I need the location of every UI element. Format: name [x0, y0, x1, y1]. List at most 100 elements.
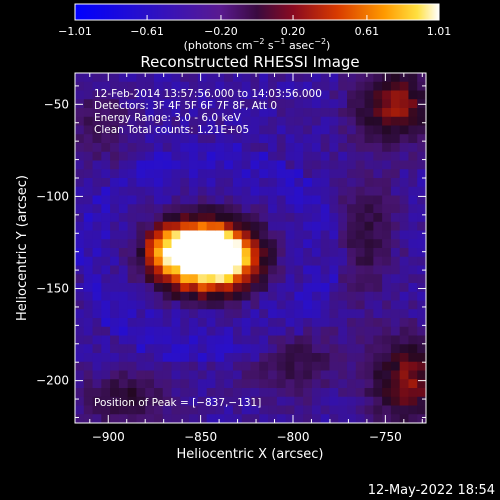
heatmap-cell [355, 388, 366, 398]
x-tick-label: −850 [184, 430, 217, 444]
heatmap-cell [311, 204, 322, 214]
heatmap-cell [206, 230, 217, 240]
heatmap-cell [197, 318, 208, 328]
heatmap-cell [259, 195, 269, 205]
heatmap-cell [83, 248, 94, 258]
heatmap-cell [101, 125, 111, 135]
heatmap-cell [162, 283, 173, 293]
heatmap-cell [171, 178, 181, 188]
heatmap-cell [294, 265, 304, 275]
heatmap-cell [355, 265, 366, 275]
info-line: Detectors: 3F 4F 5F 6F 7F 8F, Att 0 [94, 100, 277, 112]
heatmap-cell [320, 169, 331, 179]
heatmap-cell [224, 318, 234, 328]
heatmap-cell [373, 213, 383, 223]
heatmap-cell [180, 169, 190, 179]
heatmap-cell [118, 344, 129, 354]
heatmap-cell [189, 160, 199, 170]
heatmap-cell [162, 379, 173, 389]
heatmap-cell [408, 239, 418, 249]
heatmap-cell [285, 326, 295, 337]
heatmap-cell [101, 221, 111, 232]
heatmap-cell [390, 414, 401, 423]
heatmap-cell [364, 195, 374, 205]
heatmap-cell [136, 99, 146, 109]
heatmap-cell [136, 344, 146, 354]
heatmap-cell [206, 344, 217, 354]
heatmap-cell [382, 143, 392, 153]
heatmap-cell [189, 248, 199, 258]
heatmap-cell [75, 186, 85, 197]
heatmap-cell [75, 90, 85, 100]
heatmap-cell [153, 326, 164, 337]
heatmap-cell [232, 361, 243, 372]
x-tick-label: −750 [369, 430, 402, 444]
heatmap-cell [83, 81, 94, 92]
heatmap-cell [136, 326, 146, 337]
heatmap-cell [259, 186, 269, 197]
heatmap-cell [276, 90, 287, 100]
heatmap-cell [364, 134, 374, 144]
heatmap-cell [390, 116, 401, 127]
heatmap-cell [355, 99, 366, 109]
heatmap-cell [83, 274, 94, 284]
heatmap-cell [268, 405, 278, 415]
heatmap-cell [294, 256, 304, 267]
heatmap-cell [285, 361, 295, 372]
heatmap-cell [399, 405, 410, 415]
heatmap-cell [162, 221, 173, 232]
heatmap-cell [268, 291, 278, 302]
x-tick-label: −800 [277, 430, 310, 444]
y-axis-label: Heliocentric Y (arcsec) [15, 175, 30, 321]
heatmap-cell [75, 239, 85, 249]
heatmap-cell [145, 379, 155, 389]
heatmap-cell [329, 195, 339, 205]
heatmap-cell [417, 143, 426, 153]
heatmap-cell [417, 239, 426, 249]
heatmap-cell [320, 353, 331, 363]
heatmap-cell [390, 81, 401, 92]
heatmap-cell [373, 274, 383, 284]
heatmap-cell [408, 125, 418, 135]
heatmap-cell [189, 318, 199, 328]
heatmap-cell [382, 361, 392, 372]
heatmap-cell [285, 405, 295, 415]
heatmap-cell [250, 204, 260, 214]
heatmap-cell [75, 134, 85, 144]
heatmap-cell [92, 326, 102, 337]
heatmap-cell [75, 73, 85, 83]
heatmap-cell [101, 361, 111, 372]
peak-position-label: Position of Peak = [−837,−131] [94, 397, 261, 409]
heatmap-cell [347, 151, 357, 162]
heatmap-cell [329, 160, 339, 170]
heatmap-cell [110, 248, 120, 258]
heatmap-cell [224, 186, 234, 197]
heatmap-cell [329, 143, 339, 153]
heatmap-cell [408, 143, 418, 153]
heatmap-cell [145, 353, 155, 363]
heatmap-cell [127, 265, 138, 275]
heatmap-cell [259, 283, 269, 293]
heatmap-cell [197, 291, 208, 302]
heatmap-cell [355, 178, 366, 188]
heatmap-cell [294, 344, 304, 354]
heatmap-cell [83, 151, 94, 162]
heatmap-cell [189, 169, 199, 179]
heatmap-cell [206, 256, 217, 267]
heatmap-cell [224, 291, 234, 302]
heatmap-cell [303, 309, 313, 319]
heatmap-cell [232, 396, 243, 407]
heatmap-cell [171, 309, 181, 319]
heatmap-cell [320, 230, 331, 240]
heatmap-cell [189, 239, 199, 249]
heatmap-cell [75, 108, 85, 118]
heatmap-cell [215, 151, 225, 162]
heatmap-cell [390, 248, 401, 258]
heatmap-cell [417, 73, 426, 83]
heatmap-cell [171, 283, 181, 293]
heatmap-cell [110, 326, 120, 337]
heatmap-cell [110, 81, 120, 92]
heatmap-cell [215, 248, 225, 258]
heatmap-cell [408, 335, 418, 345]
heatmap-cell [417, 318, 426, 328]
